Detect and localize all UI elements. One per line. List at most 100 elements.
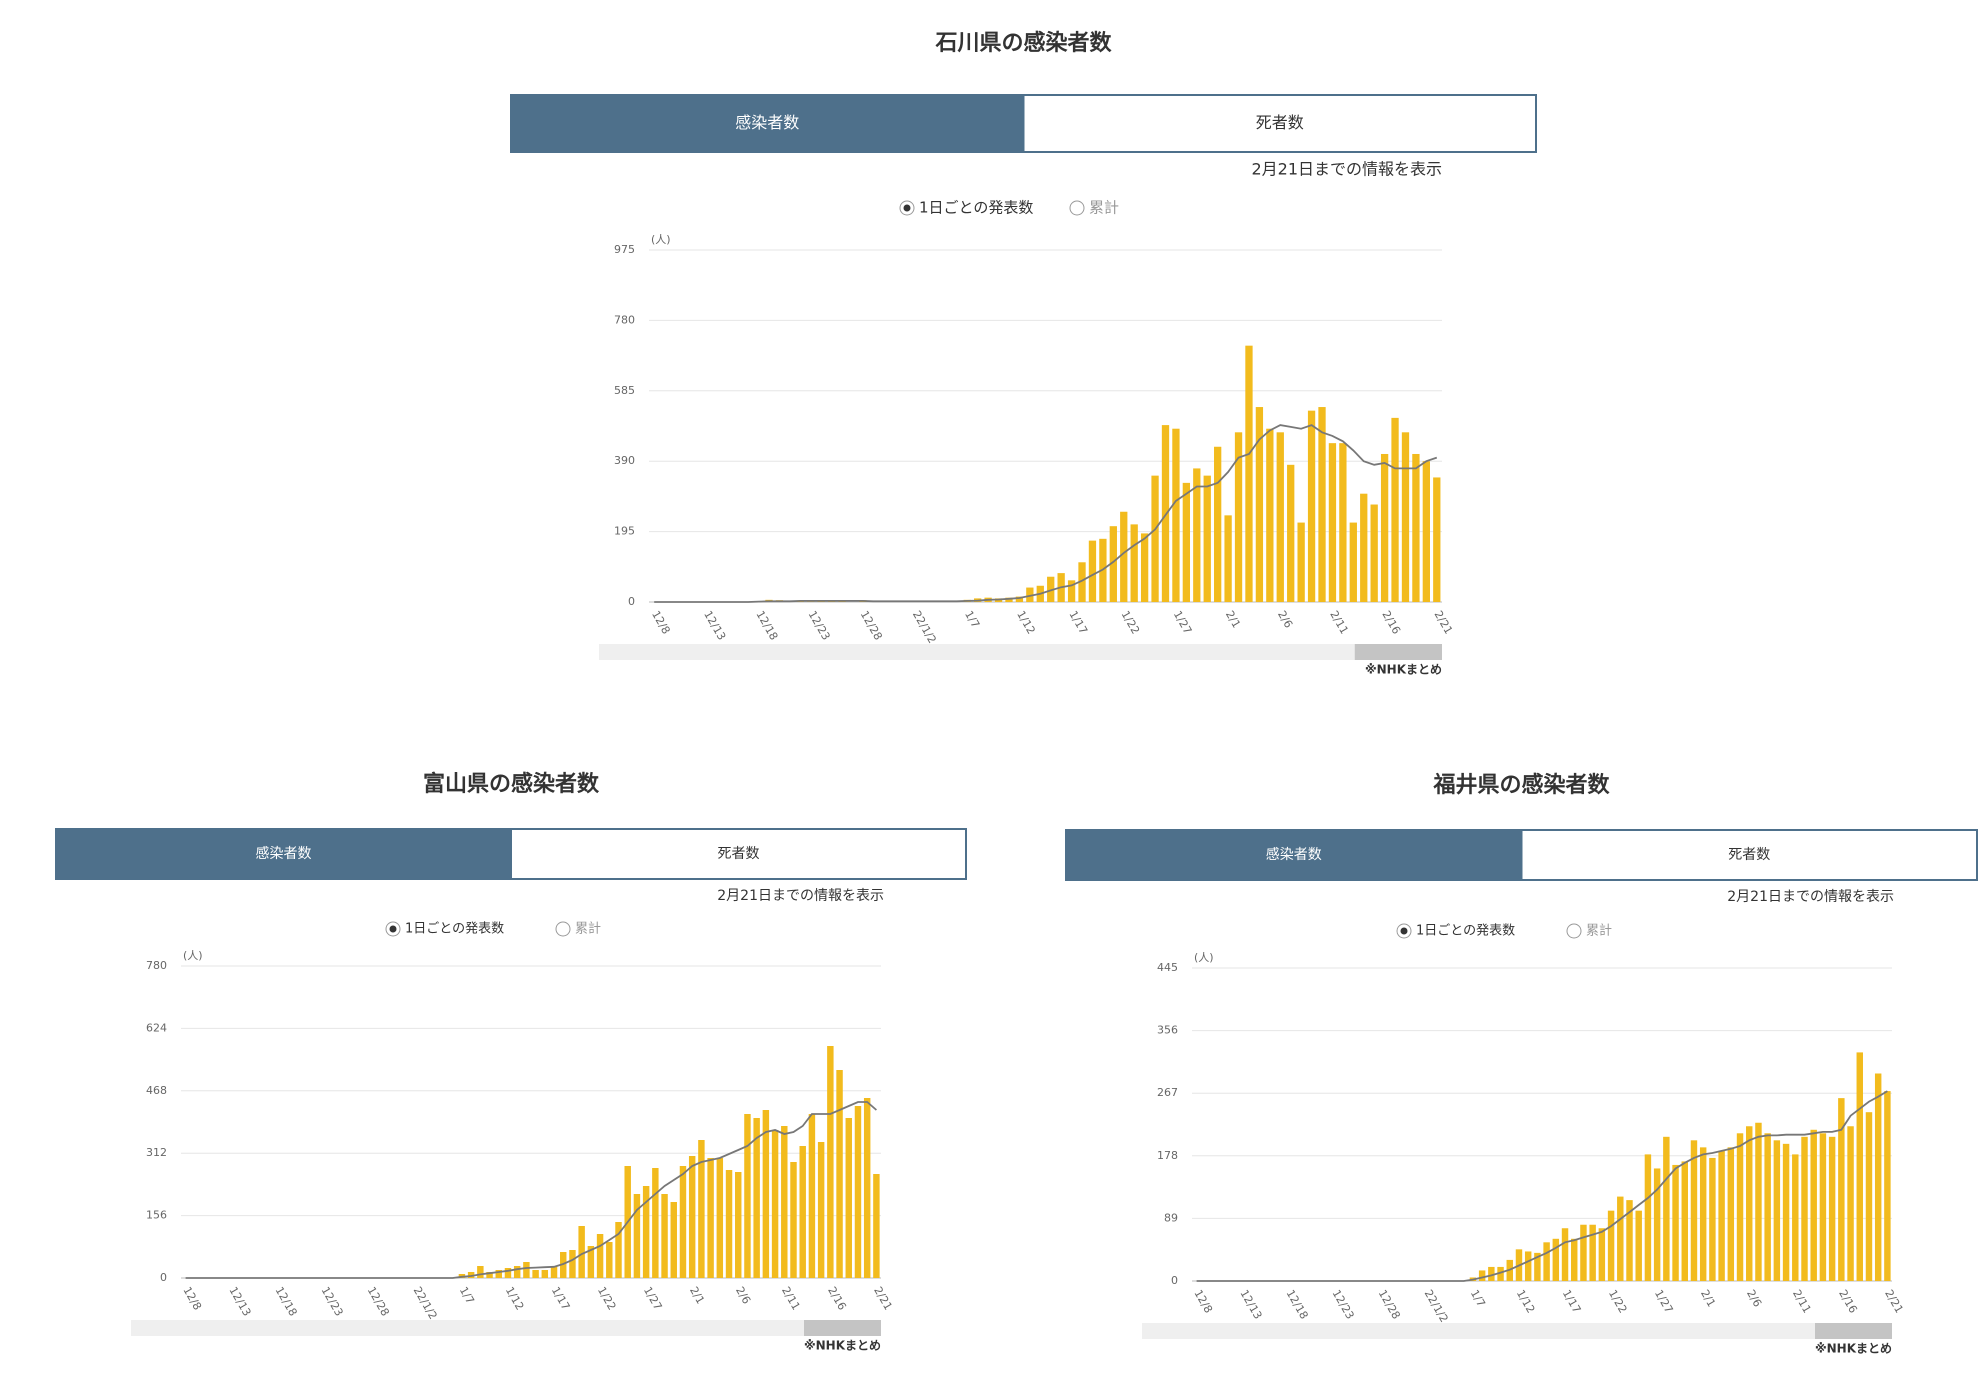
radio-label[interactable]: 1日ごとの発表数	[1416, 923, 1515, 939]
bar	[1663, 1136, 1670, 1281]
tab[interactable]	[1022, 94, 1537, 153]
bar	[753, 1118, 760, 1278]
x-tick-label: 12/13	[701, 609, 728, 643]
bar	[1266, 428, 1274, 602]
y-unit: (人)	[1194, 951, 1214, 964]
x-tick-label: 1/7	[1468, 1288, 1488, 1310]
x-tick-label: 2/11	[1327, 609, 1351, 637]
bar	[596, 1234, 604, 1278]
bar	[1746, 1126, 1753, 1281]
bar	[1401, 432, 1410, 602]
x-tick-label: 2/6	[1275, 609, 1295, 631]
x-tick-label: 12/23	[319, 1285, 346, 1319]
radio-label[interactable]: 1日ごとの発表数	[919, 199, 1033, 217]
scrollbar-thumb[interactable]	[1815, 1323, 1892, 1339]
bar	[1245, 345, 1253, 602]
scrollbar-thumb[interactable]	[1354, 644, 1442, 660]
bar	[1433, 477, 1441, 602]
bar	[1287, 464, 1295, 602]
bar	[1307, 410, 1316, 602]
tab-label[interactable]: 感染者数	[735, 113, 799, 132]
x-tick-label: 12/28	[858, 609, 885, 643]
tab[interactable]	[55, 828, 512, 880]
tab[interactable]	[1520, 829, 1978, 881]
bar	[688, 1156, 696, 1278]
bar	[1328, 443, 1337, 602]
bar	[477, 1266, 484, 1278]
radio-label[interactable]: 1日ごとの発表数	[405, 921, 504, 937]
bar	[725, 1170, 733, 1278]
x-tick-label: 12/28	[1376, 1288, 1403, 1322]
bar	[854, 1106, 862, 1278]
x-tick-label: 1/12	[1014, 609, 1038, 637]
bar	[1224, 515, 1232, 602]
x-tick-label: 2/1	[687, 1285, 707, 1307]
bar	[1234, 432, 1243, 602]
radio-button[interactable]	[555, 921, 571, 937]
x-tick-label: 2/1	[1223, 609, 1243, 631]
bar	[1736, 1133, 1744, 1281]
radio-button[interactable]	[1069, 200, 1085, 216]
bar	[1203, 475, 1211, 602]
tab[interactable]	[510, 94, 1025, 153]
scrollbar-track[interactable]	[599, 644, 1442, 660]
average-line	[185, 1101, 877, 1279]
y-tick-label: 585	[614, 384, 635, 397]
tab-label[interactable]: 感染者数	[256, 845, 312, 862]
radio-label[interactable]: 累計	[1586, 923, 1612, 939]
bar	[541, 1270, 549, 1278]
bar	[532, 1270, 539, 1278]
bar	[698, 1140, 705, 1278]
radio-label[interactable]: 累計	[575, 921, 601, 937]
bar	[1773, 1140, 1781, 1281]
bar	[1349, 522, 1357, 602]
tab[interactable]	[510, 828, 967, 880]
y-tick-label: 975	[614, 243, 635, 256]
x-tick-label: 12/8	[1191, 1288, 1215, 1316]
bar	[781, 1126, 788, 1278]
bar	[1699, 1147, 1707, 1281]
y-tick-label: 445	[1157, 961, 1178, 974]
bar	[1828, 1136, 1836, 1281]
bar	[1653, 1168, 1661, 1281]
bar	[1088, 540, 1097, 602]
average-line	[654, 424, 1438, 603]
x-tick-label: 2/6	[733, 1285, 753, 1307]
x-tick-label: 22/1/2	[910, 609, 939, 646]
tab-label[interactable]: 死者数	[1728, 847, 1770, 863]
y-tick-label: 780	[614, 313, 635, 326]
bar	[808, 1114, 816, 1278]
tab-label[interactable]: 感染者数	[1266, 846, 1322, 863]
x-tick-label: 12/8	[180, 1285, 204, 1313]
bar	[771, 1130, 779, 1278]
bar	[1543, 1242, 1550, 1281]
scrollbar-thumb[interactable]	[804, 1320, 881, 1336]
bar	[1874, 1073, 1882, 1281]
bar	[513, 1266, 521, 1278]
radio-label[interactable]: 累計	[1089, 199, 1119, 217]
x-tick-label: 12/13	[226, 1285, 253, 1319]
bar	[790, 1162, 797, 1278]
bar	[1497, 1266, 1504, 1281]
x-tick-label: 2/21	[1882, 1288, 1906, 1316]
source-note: ※NHKまとめ	[804, 1339, 881, 1353]
radio-button[interactable]	[1566, 923, 1582, 939]
tab-label[interactable]: 死者数	[718, 846, 760, 862]
tab-label[interactable]: 死者数	[1256, 113, 1304, 132]
bar	[1151, 475, 1159, 602]
scrollbar-track[interactable]	[1142, 1323, 1892, 1339]
bar	[661, 1194, 668, 1278]
bar	[707, 1158, 714, 1278]
bar	[1755, 1122, 1762, 1281]
bar	[578, 1226, 585, 1278]
y-tick-label: 468	[146, 1084, 167, 1097]
bar	[1865, 1112, 1873, 1281]
bar	[1792, 1154, 1799, 1281]
x-tick-label: 2/1	[1698, 1288, 1718, 1310]
y-tick-label: 356	[1157, 1024, 1178, 1037]
x-tick-label: 2/21	[871, 1285, 895, 1313]
x-tick-label: 1/17	[1066, 609, 1090, 637]
bar	[504, 1268, 512, 1278]
scrollbar-track[interactable]	[131, 1320, 881, 1336]
